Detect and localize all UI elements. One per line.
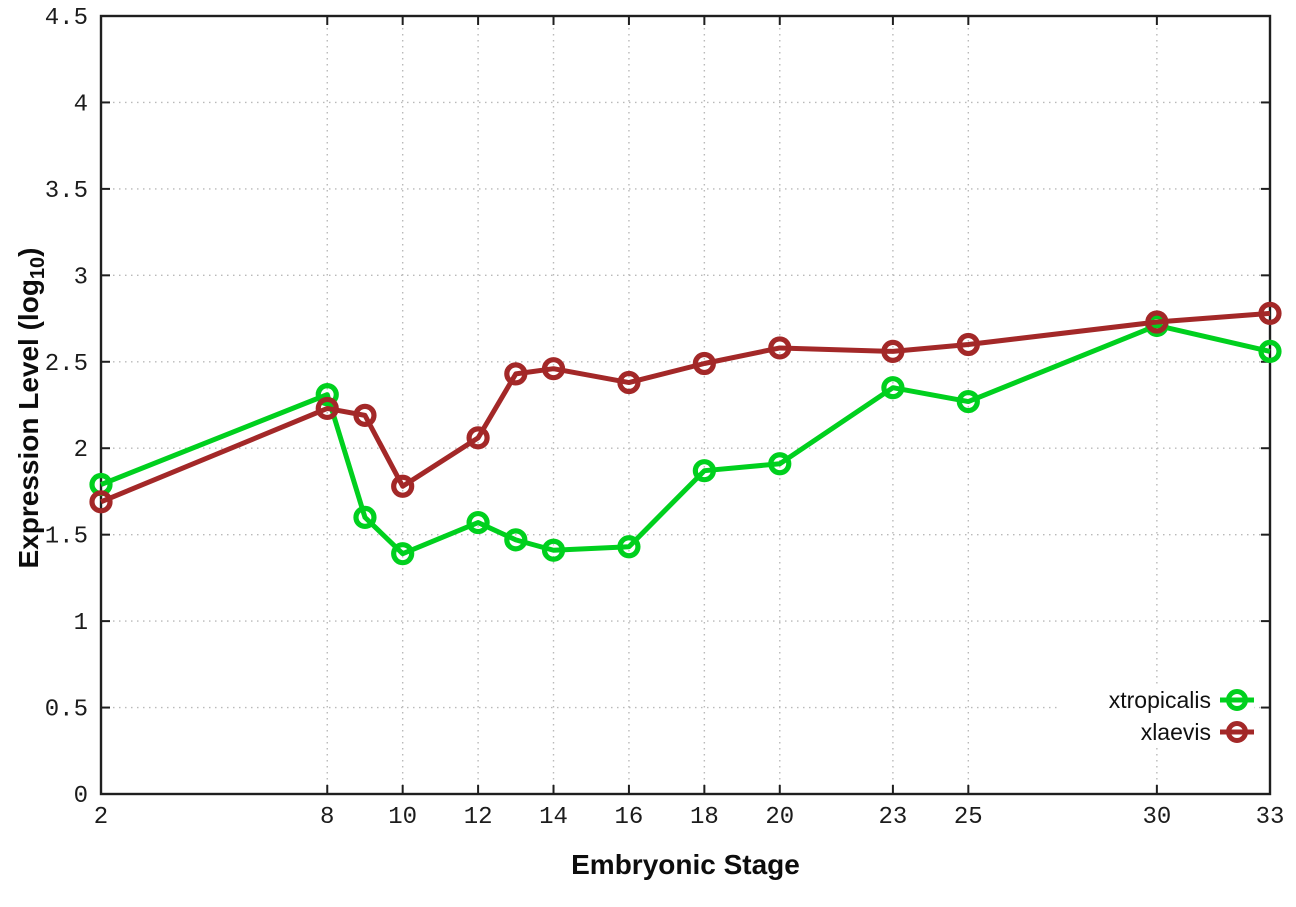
x-tick-label: 20 [765,804,794,831]
legend-entry-xtropicalis: xtropicalis [1058,684,1254,716]
legend-label-xtropicalis: xtropicalis [1108,686,1211,713]
data-point-xtropicalis [391,542,415,566]
data-point-xtropicalis [504,528,528,552]
legend: xtropicalis xlaevis [1058,684,1254,748]
data-point-xlaevis [617,370,641,395]
x-tick-label: 33 [1256,804,1285,831]
data-point-xlaevis [504,362,528,386]
y-tick-label: 4 [74,91,88,118]
data-point-xtropicalis [466,510,490,535]
data-point-xtropicalis [1258,339,1282,364]
y-tick-label: 4.5 [45,5,88,32]
data-point-xtropicalis [617,535,641,559]
data-point-xlaevis [768,336,792,360]
y-axis-title-suffix: ) [13,247,44,257]
y-tick-label: 3.5 [45,178,88,205]
data-point-xlaevis [89,490,113,514]
y-tick-label: 1 [74,610,88,637]
data-point-xlaevis [1258,301,1282,325]
data-point-xlaevis [1145,310,1169,334]
x-tick-label: 8 [320,804,334,831]
legend-sample-circle [1226,689,1248,711]
data-point-xlaevis [541,357,566,381]
data-point-xlaevis [391,474,415,498]
data-point-xlaevis [881,339,905,364]
y-tick-label: 0 [74,783,88,810]
legend-label-xlaevis: xlaevis [1140,718,1211,745]
legend-marker-xtropicalis [1220,689,1254,711]
x-tick-label: 30 [1142,804,1171,831]
data-point-xtropicalis [315,383,339,407]
y-tick-label: 2.5 [45,351,88,378]
data-point-xlaevis [956,332,980,357]
data-point-xlaevis [692,351,716,376]
data-point-xlaevis [466,426,490,450]
x-tick-label: 12 [464,804,493,831]
x-axis-title: Embryonic Stage [571,849,800,880]
plot-border [99,14,1272,796]
data-point-xlaevis [353,403,377,427]
data-point-xtropicalis [692,459,716,483]
data-point-xtropicalis [956,389,980,414]
x-tick-label: 25 [954,804,983,831]
y-tick-label: 1.5 [45,524,88,551]
x-tick-label: 14 [539,804,568,831]
data-point-xtropicalis [353,505,377,529]
data-point-xlaevis [315,396,339,421]
y-tick-label: 3 [74,264,88,291]
legend-entry-xlaevis: xlaevis [1058,716,1254,748]
data-point-xtropicalis [768,452,792,476]
y-axis-title: Expression Level (log10) [13,208,49,608]
x-tick-label: 18 [690,804,719,831]
y-tick-label: 2 [74,437,88,464]
x-tick-label: 10 [388,804,417,831]
y-axis-title-subscript: 10 [27,256,49,280]
legend-marker-xlaevis [1220,721,1254,743]
x-tick-label: 23 [878,804,907,831]
y-axis-title-main: Expression Level (log [13,279,44,569]
series-line-xlaevis [100,310,1271,505]
x-tick-label: 16 [615,804,644,831]
data-point-xtropicalis [541,538,566,562]
y-tick-label: 0.5 [45,697,88,724]
data-point-xtropicalis [881,376,905,400]
x-tick-label: 2 [94,804,108,831]
series-line-xtropicalis [100,322,1271,557]
legend-sample-circle [1226,721,1248,743]
